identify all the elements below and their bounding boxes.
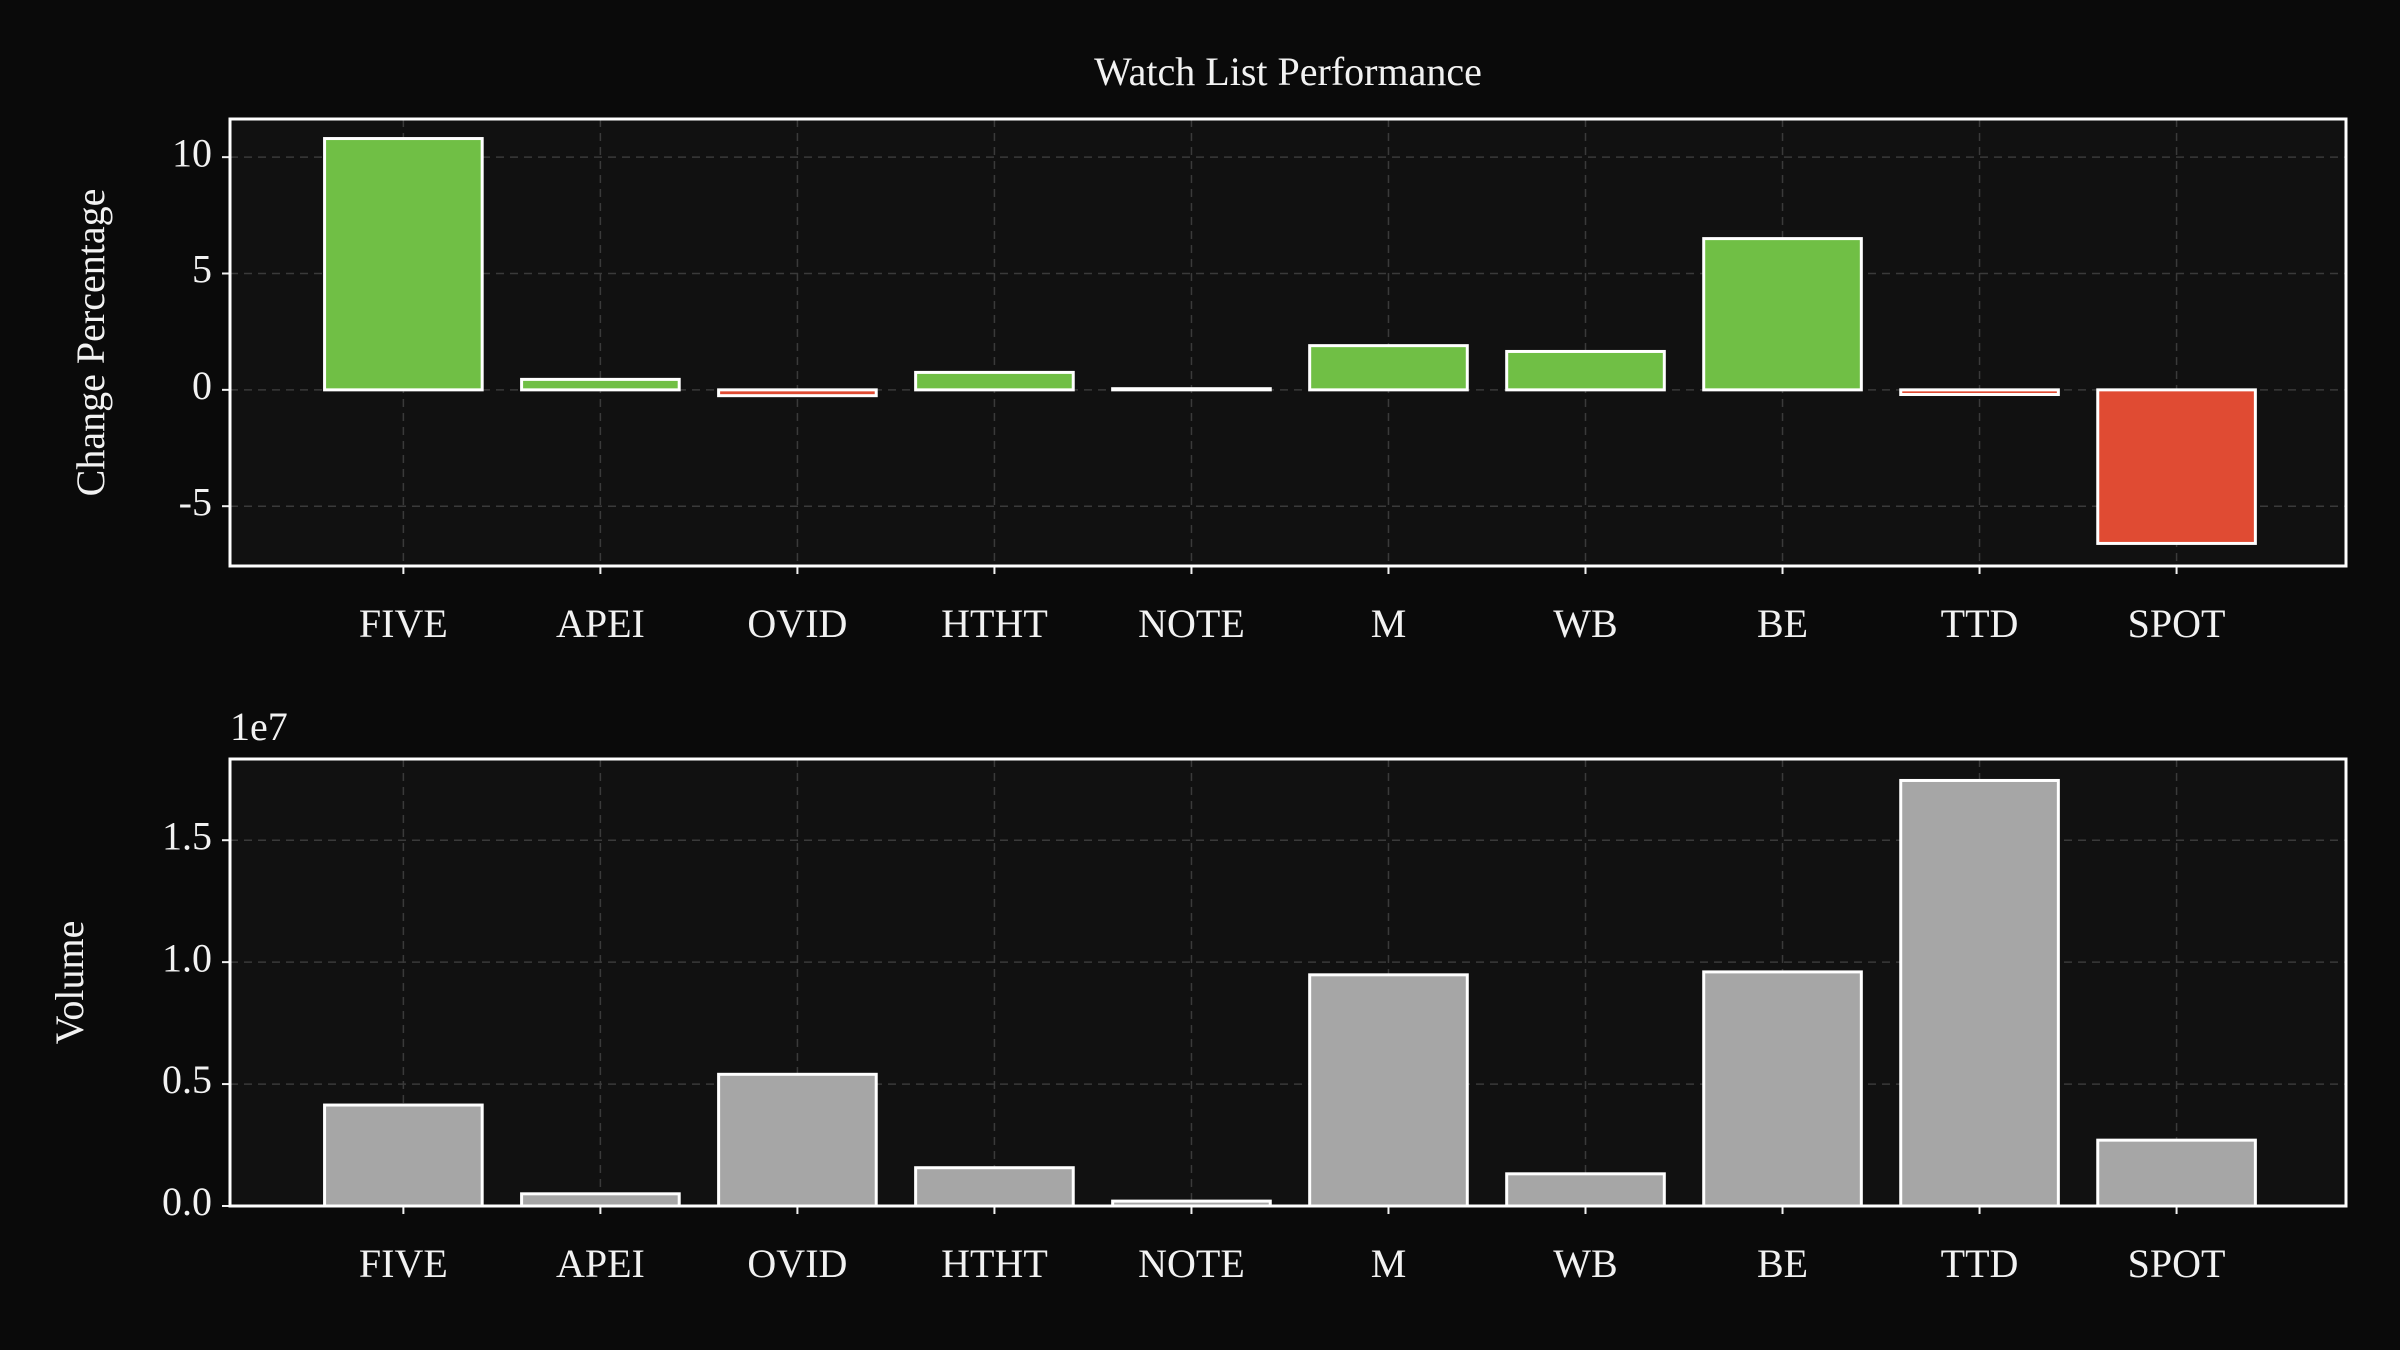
plot-area bbox=[230, 119, 2346, 566]
bar bbox=[1308, 344, 1469, 392]
x-tick-label: OVID bbox=[747, 1241, 847, 1286]
plot-frame bbox=[228, 757, 2348, 1208]
bar bbox=[1308, 973, 1469, 1208]
bar bbox=[717, 388, 878, 398]
x-tick-label: FIVE bbox=[359, 601, 448, 646]
bar bbox=[1702, 237, 1863, 392]
x-tick-label: TTD bbox=[1941, 601, 2019, 646]
bar bbox=[2096, 1138, 2257, 1208]
y-axis-label: Volume bbox=[47, 921, 92, 1045]
bar bbox=[717, 1072, 878, 1208]
y-tick-label: 0.0 bbox=[162, 1179, 212, 1224]
y-tick-label: 10 bbox=[172, 130, 212, 175]
x-tick-label: FIVE bbox=[359, 1241, 448, 1286]
y-axis-label: Change Percentage bbox=[68, 189, 113, 497]
y-tick-label: -5 bbox=[179, 479, 212, 524]
bar bbox=[1111, 387, 1272, 392]
x-tick-label: APEI bbox=[556, 1241, 645, 1286]
x-tick-label: TTD bbox=[1941, 1241, 2019, 1286]
x-tick-label: APEI bbox=[556, 601, 645, 646]
plot-frame bbox=[228, 117, 2348, 568]
bar bbox=[323, 137, 484, 392]
x-tick-label: HTHT bbox=[941, 601, 1048, 646]
x-tick-label: WB bbox=[1553, 1241, 1617, 1286]
bar bbox=[1899, 778, 2060, 1208]
bar bbox=[914, 1166, 1075, 1208]
y-tick-label: 0.5 bbox=[162, 1057, 212, 1102]
bar bbox=[520, 1192, 681, 1208]
bar bbox=[1505, 349, 1666, 392]
y-tick-label: 1.5 bbox=[162, 813, 212, 858]
y-tick-label: 0 bbox=[192, 363, 212, 408]
bar bbox=[520, 377, 681, 392]
offset-label: 1e7 bbox=[230, 704, 288, 749]
y-tick-label: 1.0 bbox=[162, 935, 212, 980]
bar bbox=[1899, 388, 2060, 397]
bar bbox=[1702, 970, 1863, 1208]
x-tick-label: HTHT bbox=[941, 1241, 1048, 1286]
x-tick-label: OVID bbox=[747, 601, 847, 646]
x-tick-label: NOTE bbox=[1138, 601, 1245, 646]
bar bbox=[914, 370, 1075, 392]
x-tick-label: SPOT bbox=[2128, 601, 2226, 646]
y-tick-label: 5 bbox=[192, 247, 212, 292]
x-tick-label: WB bbox=[1553, 601, 1617, 646]
x-tick-label: BE bbox=[1757, 1241, 1808, 1286]
x-tick-label: M bbox=[1371, 1241, 1407, 1286]
x-tick-label: M bbox=[1371, 601, 1407, 646]
x-tick-label: BE bbox=[1757, 601, 1808, 646]
x-tick-label: NOTE bbox=[1138, 1241, 1245, 1286]
bar bbox=[2096, 388, 2257, 545]
x-tick-label: SPOT bbox=[2128, 1241, 2226, 1286]
bar bbox=[1505, 1172, 1666, 1208]
chart-title: Watch List Performance bbox=[1094, 49, 1482, 94]
bar bbox=[323, 1103, 484, 1208]
